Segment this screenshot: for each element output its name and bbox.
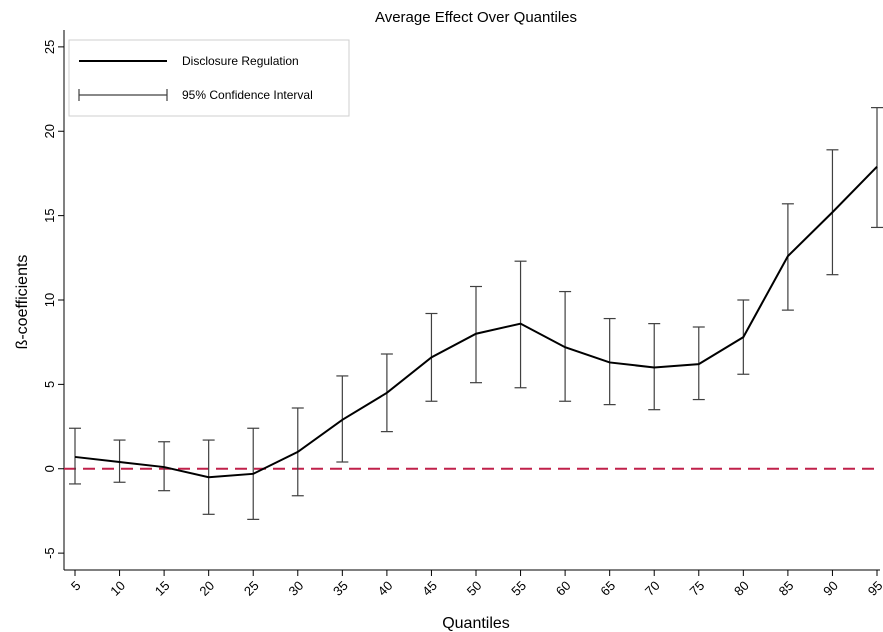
x-tick-label: 90 [820, 578, 841, 599]
legend: Disclosure Regulation 95% Confidence Int… [68, 39, 350, 117]
confidence-interval-bars [69, 107, 883, 520]
x-tick-label: 10 [107, 578, 128, 599]
x-tick-label: 40 [375, 578, 396, 599]
legend-label-confidence-interval: 95% Confidence Interval [182, 88, 313, 102]
x-axis-label: Quantiles [442, 615, 510, 632]
legend-box [68, 39, 350, 117]
x-tick-label: 5 [68, 578, 84, 594]
x-tick-label: 50 [464, 578, 485, 599]
y-tick-label: 20 [42, 124, 57, 138]
x-tick-label: 95 [865, 578, 883, 599]
x-tick-label: 30 [285, 578, 306, 599]
x-tick-label: 70 [642, 578, 663, 599]
x-tick-label: 35 [330, 578, 351, 599]
x-tick-label: 65 [597, 578, 618, 599]
x-tick-label: 60 [553, 578, 574, 599]
y-tick-label: 15 [42, 208, 57, 222]
y-tick-label: 0 [42, 465, 57, 472]
x-tick-label: 85 [776, 578, 797, 599]
chart-title: Average Effect Over Quantiles [375, 9, 577, 26]
x-tick-label: 45 [419, 578, 440, 599]
y-axis: -5 0 5 10 15 20 25 [42, 30, 65, 570]
y-tick-label: 5 [42, 381, 57, 388]
x-axis: 5 10 15 20 25 30 35 40 45 50 55 60 65 70 75 80 85 90 95 [64, 569, 883, 599]
y-tick-label: -5 [42, 547, 57, 559]
x-tick-label: 15 [152, 578, 173, 599]
errorbar [69, 427, 81, 485]
series-line-disclosure-regulation [74, 165, 878, 479]
x-tick-label: 75 [686, 578, 707, 599]
x-tick-label: 25 [241, 578, 262, 599]
x-tick-label: 20 [196, 578, 217, 599]
legend-errorbar-swatch [78, 89, 168, 101]
y-tick-label: 25 [42, 40, 57, 54]
legend-label-disclosure-regulation: Disclosure Regulation [182, 54, 299, 68]
x-tick-label: 55 [508, 578, 529, 599]
x-tick-label: 80 [731, 578, 752, 599]
y-tick-label: 10 [42, 293, 57, 307]
y-axis-label: ß-coefficients [14, 255, 31, 350]
